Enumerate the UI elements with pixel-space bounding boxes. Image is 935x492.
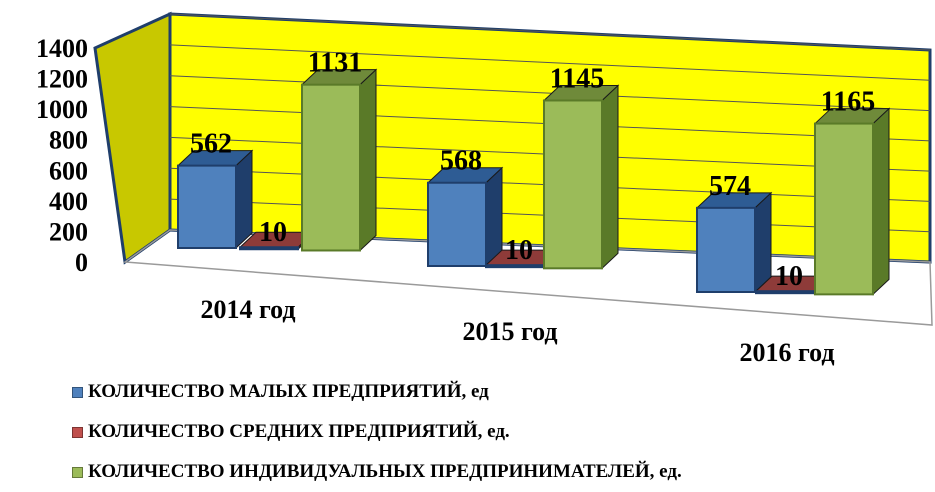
data-label: 1131 bbox=[308, 48, 362, 79]
bar-entrepreneurs-1-front bbox=[543, 99, 603, 270]
legend-item-medium: КОЛИЧЕСТВО СРЕДНИХ ПРЕДПРИЯТИЙ, ед. bbox=[72, 412, 682, 452]
data-label: 574 bbox=[709, 171, 751, 202]
gridline bbox=[169, 44, 931, 81]
bar-small-2-front bbox=[696, 206, 756, 293]
legend-item-small: КОЛИЧЕСТВО МАЛЫХ ПРЕДПРИЯТИЙ, ед bbox=[72, 372, 682, 412]
y-tick-label: 1200 bbox=[36, 65, 88, 94]
x-axis-labels: 2014 год 2015 год 2016 год bbox=[200, 295, 834, 367]
x-tick-label: 2015 год bbox=[462, 317, 557, 346]
y-tick-label: 0 bbox=[75, 248, 88, 277]
data-label: 10 bbox=[259, 217, 287, 248]
chart-side-wall bbox=[93, 11, 172, 265]
legend-swatch-entrepreneurs bbox=[72, 466, 83, 478]
y-tick-label: 200 bbox=[49, 217, 88, 246]
data-label: 562 bbox=[190, 129, 232, 160]
bar-entrepreneurs-2-front bbox=[814, 122, 874, 296]
data-label: 10 bbox=[775, 261, 803, 292]
y-tick-label: 600 bbox=[49, 156, 88, 185]
y-tick-label: 1400 bbox=[36, 34, 88, 63]
gridline bbox=[169, 75, 931, 112]
bar-small-0-side bbox=[235, 149, 253, 250]
bar-entrepreneurs-0-side bbox=[359, 68, 377, 252]
legend-label-medium: КОЛИЧЕСТВО СРЕДНИХ ПРЕДПРИЯТИЙ, ед. bbox=[88, 421, 510, 442]
data-labels: 562 10 1131 568 10 1145 574 10 1165 bbox=[190, 48, 875, 293]
x-tick-label: 2014 год bbox=[200, 295, 295, 324]
bar-entrepreneurs-2 bbox=[813, 107, 891, 296]
bar-small-2 bbox=[695, 191, 773, 294]
data-label: 1145 bbox=[550, 63, 604, 94]
bar-small-0 bbox=[176, 149, 254, 250]
bar-entrepreneurs-1 bbox=[542, 84, 620, 270]
gridline bbox=[169, 13, 931, 51]
legend-label-entrepreneurs: КОЛИЧЕСТВО ИНДИВИДУАЛЬНЫХ ПРЕДПРИНИМАТЕЛ… bbox=[88, 461, 682, 482]
bar-medium-0-front bbox=[239, 246, 299, 251]
bar-small-1-side bbox=[485, 166, 503, 268]
legend-swatch-medium bbox=[72, 426, 83, 438]
x-tick-label: 2016 год bbox=[739, 338, 834, 367]
data-label: 568 bbox=[440, 146, 482, 177]
legend: КОЛИЧЕСТВО МАЛЫХ ПРЕДПРИЯТИЙ, ед КОЛИЧЕС… bbox=[72, 372, 682, 492]
bar-entrepreneurs-1-side bbox=[601, 84, 619, 270]
bar-small-2-side bbox=[754, 191, 772, 294]
legend-item-entrepreneurs: КОЛИЧЕСТВО ИНДИВИДУАЛЬНЫХ ПРЕДПРИНИМАТЕЛ… bbox=[72, 452, 682, 492]
bars bbox=[176, 68, 891, 296]
bar-small-0-front bbox=[177, 164, 237, 249]
bar-entrepreneurs-0-front bbox=[301, 83, 361, 252]
y-tick-label: 800 bbox=[49, 126, 88, 155]
data-label: 1165 bbox=[821, 87, 875, 118]
y-tick-label: 400 bbox=[49, 187, 88, 216]
legend-label-small: КОЛИЧЕСТВО МАЛЫХ ПРЕДПРИЯТИЙ, ед bbox=[88, 381, 489, 402]
y-tick-label: 1000 bbox=[36, 95, 88, 124]
legend-swatch-small bbox=[72, 386, 83, 398]
bar-entrepreneurs-2-side bbox=[872, 107, 890, 296]
bar-entrepreneurs-0 bbox=[300, 68, 378, 252]
data-label: 10 bbox=[505, 235, 533, 266]
chart-floor bbox=[122, 229, 933, 326]
bar-small-1 bbox=[426, 166, 504, 268]
bar-small-1-front bbox=[427, 181, 487, 267]
